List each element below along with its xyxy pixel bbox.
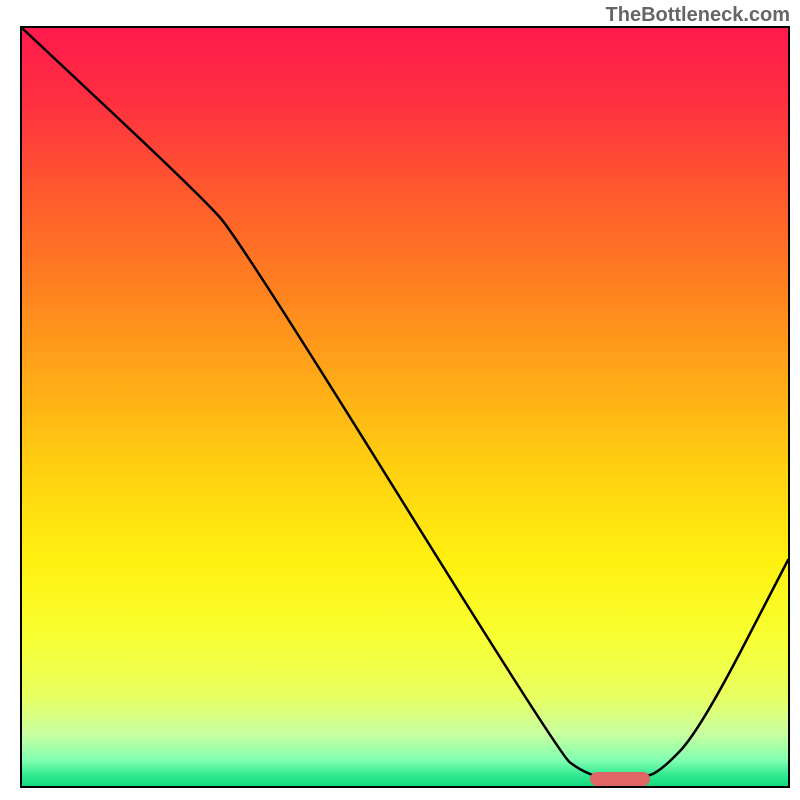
gradient-background (21, 27, 789, 787)
optimal-marker (590, 772, 650, 786)
watermark-text: TheBottleneck.com (606, 4, 790, 27)
chart-container: TheBottleneck.com (0, 0, 800, 800)
bottleneck-chart (0, 0, 800, 800)
